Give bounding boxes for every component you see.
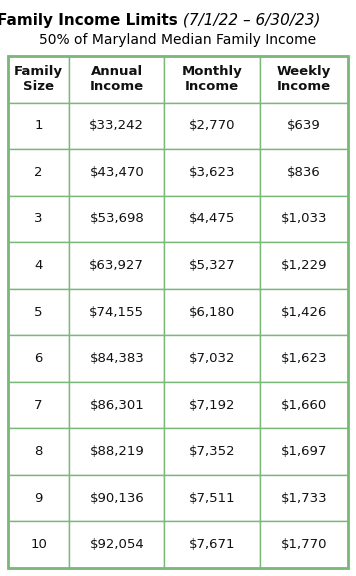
Text: $7,352: $7,352 [189, 445, 235, 458]
Text: $4,475: $4,475 [189, 213, 235, 225]
Text: $1,229: $1,229 [281, 259, 327, 272]
Bar [260, 56, 348, 103]
Bar [8, 289, 69, 335]
Bar [260, 242, 348, 289]
Text: $1,623: $1,623 [281, 352, 327, 365]
Text: Weekly
Income: Weekly Income [277, 65, 331, 93]
Bar [164, 56, 260, 103]
Bar [164, 521, 260, 568]
Bar [164, 103, 260, 149]
Bar [8, 429, 69, 475]
Text: Family
Size: Family Size [14, 65, 63, 93]
Text: $1,033: $1,033 [281, 213, 327, 225]
Text: $7,032: $7,032 [189, 352, 235, 365]
Bar [260, 521, 348, 568]
Bar [69, 56, 164, 103]
Bar [164, 242, 260, 289]
Text: $88,219: $88,219 [89, 445, 144, 458]
Bar [69, 196, 164, 242]
Text: Family Income Limits: Family Income Limits [0, 13, 178, 28]
Bar [164, 335, 260, 382]
Bar [8, 196, 69, 242]
Text: $1,770: $1,770 [281, 538, 327, 551]
Bar [260, 196, 348, 242]
Text: $7,671: $7,671 [189, 538, 235, 551]
Text: $53,698: $53,698 [89, 213, 144, 225]
Bar [8, 335, 69, 382]
Text: 6: 6 [35, 352, 43, 365]
Bar [260, 103, 348, 149]
Text: 2: 2 [34, 166, 43, 179]
Text: $74,155: $74,155 [89, 305, 144, 319]
Text: $33,242: $33,242 [89, 119, 144, 132]
Text: $7,511: $7,511 [189, 492, 235, 505]
Text: 10: 10 [30, 538, 47, 551]
Bar [69, 475, 164, 521]
Text: $90,136: $90,136 [89, 492, 144, 505]
Text: $836: $836 [287, 166, 321, 179]
Text: $43,470: $43,470 [89, 166, 144, 179]
Text: $639: $639 [287, 119, 321, 132]
Bar [69, 289, 164, 335]
Bar [8, 475, 69, 521]
Text: 3: 3 [34, 213, 43, 225]
Bar [8, 149, 69, 196]
Text: $63,927: $63,927 [89, 259, 144, 272]
Text: 50% of Maryland Median Family Income: 50% of Maryland Median Family Income [40, 33, 316, 47]
Bar [8, 521, 69, 568]
Bar [69, 429, 164, 475]
Bar [8, 56, 69, 103]
Bar [8, 382, 69, 429]
Text: $1,697: $1,697 [281, 445, 327, 458]
Text: $92,054: $92,054 [89, 538, 144, 551]
Bar [8, 242, 69, 289]
Bar [164, 149, 260, 196]
Bar [69, 335, 164, 382]
Text: (7/1/22 – 6/30/23): (7/1/22 – 6/30/23) [178, 13, 320, 28]
Bar [260, 475, 348, 521]
Text: $7,192: $7,192 [189, 399, 235, 412]
Bar [164, 289, 260, 335]
Text: $1,426: $1,426 [281, 305, 327, 319]
Text: $6,180: $6,180 [189, 305, 235, 319]
Bar [8, 103, 69, 149]
Text: $1,733: $1,733 [281, 492, 327, 505]
Bar [260, 149, 348, 196]
Text: $5,327: $5,327 [189, 259, 235, 272]
Text: 4: 4 [35, 259, 43, 272]
Bar [164, 196, 260, 242]
Bar [69, 242, 164, 289]
Bar [69, 103, 164, 149]
Text: 8: 8 [35, 445, 43, 458]
Text: 7: 7 [34, 399, 43, 412]
Bar [260, 429, 348, 475]
Bar [69, 149, 164, 196]
Bar [260, 335, 348, 382]
Text: 5: 5 [34, 305, 43, 319]
Text: 1: 1 [34, 119, 43, 132]
Bar [164, 382, 260, 429]
Bar [69, 521, 164, 568]
Bar [69, 382, 164, 429]
Bar [260, 382, 348, 429]
Text: $2,770: $2,770 [189, 119, 235, 132]
Text: $84,383: $84,383 [89, 352, 144, 365]
Bar [8, 56, 348, 568]
Text: $3,623: $3,623 [189, 166, 235, 179]
Text: Monthly
Income: Monthly Income [182, 65, 242, 93]
Text: Annual
Income: Annual Income [90, 65, 144, 93]
Bar [260, 289, 348, 335]
Bar [164, 475, 260, 521]
Text: $86,301: $86,301 [89, 399, 144, 412]
Text: $1,660: $1,660 [281, 399, 327, 412]
Bar [164, 429, 260, 475]
Text: 9: 9 [35, 492, 43, 505]
